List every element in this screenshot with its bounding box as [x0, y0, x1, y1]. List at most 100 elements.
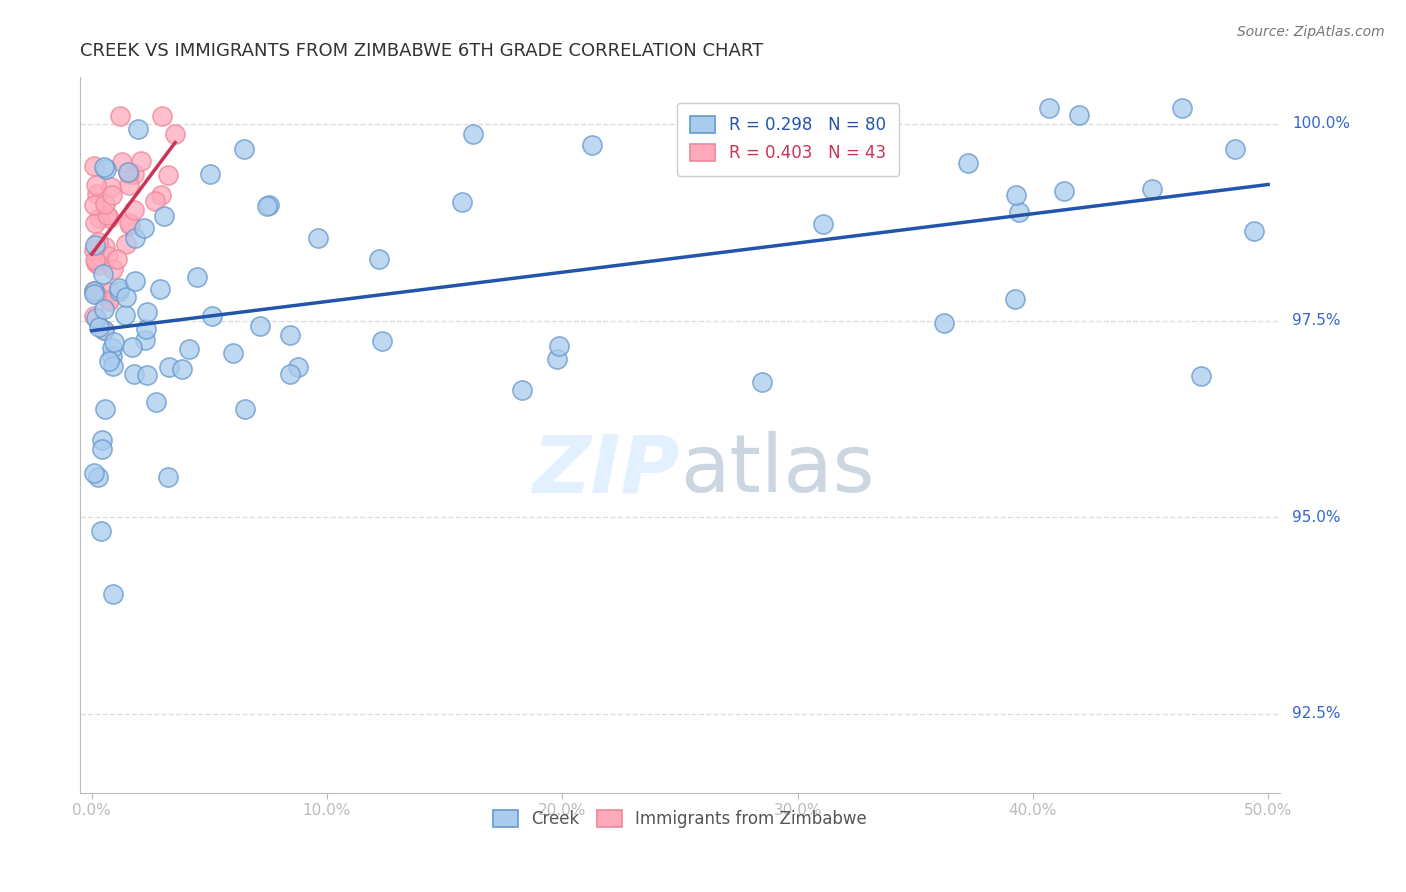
Point — [150, 109, 173, 123]
Point — [84, 310, 107, 325]
Point — [136, 304, 159, 318]
Point — [124, 231, 146, 245]
Point — [83, 285, 105, 299]
Point — [280, 327, 302, 342]
Point — [122, 367, 145, 381]
Point — [371, 334, 394, 348]
Point — [118, 178, 141, 192]
Point — [1008, 205, 1031, 219]
Point — [108, 284, 131, 298]
Point — [145, 395, 167, 409]
Point — [107, 281, 129, 295]
Point — [115, 237, 138, 252]
Point — [118, 215, 141, 229]
Point — [233, 402, 256, 417]
Point — [87, 211, 110, 225]
Point — [83, 252, 105, 267]
Point — [94, 240, 117, 254]
Text: 95.0%: 95.0% — [1292, 509, 1340, 524]
Text: 100.0%: 100.0% — [1292, 116, 1350, 131]
Point — [546, 352, 568, 367]
Point — [153, 209, 176, 223]
Point — [157, 469, 180, 483]
Point — [100, 180, 122, 194]
Point — [751, 375, 773, 389]
Text: atlas: atlas — [681, 432, 875, 509]
Point — [198, 167, 221, 181]
Point — [94, 402, 117, 417]
Point — [124, 274, 146, 288]
Point — [368, 252, 391, 266]
Point — [83, 159, 105, 173]
Point — [172, 362, 194, 376]
Point — [233, 143, 256, 157]
Point — [510, 384, 533, 398]
Point — [135, 368, 157, 383]
Point — [157, 359, 180, 374]
Point — [451, 194, 474, 209]
Point — [105, 252, 128, 267]
Text: CREEK VS IMMIGRANTS FROM ZIMBABWE 6TH GRADE CORRELATION CHART: CREEK VS IMMIGRANTS FROM ZIMBABWE 6TH GR… — [80, 42, 763, 60]
Text: Source: ZipAtlas.com: Source: ZipAtlas.com — [1237, 25, 1385, 39]
Point — [1004, 292, 1026, 306]
Point — [256, 199, 278, 213]
Point — [118, 167, 141, 181]
Point — [83, 198, 105, 212]
Point — [87, 470, 110, 484]
Point — [121, 340, 143, 354]
Point — [101, 349, 124, 363]
Point — [83, 466, 105, 480]
Point — [957, 155, 980, 169]
Point — [134, 333, 156, 347]
Point — [1067, 108, 1090, 122]
Point — [93, 323, 115, 337]
Point — [90, 524, 112, 538]
Point — [86, 186, 108, 201]
Point — [94, 197, 117, 211]
Point — [93, 160, 115, 174]
Point — [83, 309, 105, 323]
Point — [165, 127, 187, 141]
Point — [96, 208, 118, 222]
Point — [148, 282, 170, 296]
Point — [122, 203, 145, 218]
Point — [1171, 101, 1194, 115]
Point — [257, 198, 280, 212]
Point — [111, 154, 134, 169]
Point — [461, 127, 484, 141]
Point — [143, 194, 166, 209]
Point — [98, 293, 121, 308]
Point — [90, 434, 112, 448]
Point — [101, 341, 124, 355]
Point — [201, 309, 224, 323]
Point — [98, 285, 121, 299]
Point — [134, 220, 156, 235]
Point — [101, 188, 124, 202]
Point — [186, 270, 208, 285]
Point — [97, 293, 120, 307]
Point — [932, 316, 955, 330]
Point — [127, 122, 149, 136]
Point — [1243, 224, 1265, 238]
Point — [156, 168, 179, 182]
Point — [1038, 101, 1060, 115]
Point — [307, 231, 329, 245]
Point — [98, 354, 121, 368]
Point — [117, 165, 139, 179]
Point — [87, 235, 110, 249]
Point — [101, 359, 124, 373]
Point — [87, 259, 110, 273]
Point — [84, 256, 107, 270]
Point — [97, 249, 120, 263]
Point — [1223, 142, 1246, 156]
Point — [1053, 184, 1076, 198]
Point — [93, 323, 115, 337]
Point — [93, 301, 115, 316]
Point — [1140, 182, 1163, 196]
Point — [117, 165, 139, 179]
Point — [108, 109, 131, 123]
Point — [98, 211, 121, 225]
Text: ZIP: ZIP — [533, 432, 681, 509]
Point — [89, 319, 111, 334]
Point — [101, 586, 124, 600]
